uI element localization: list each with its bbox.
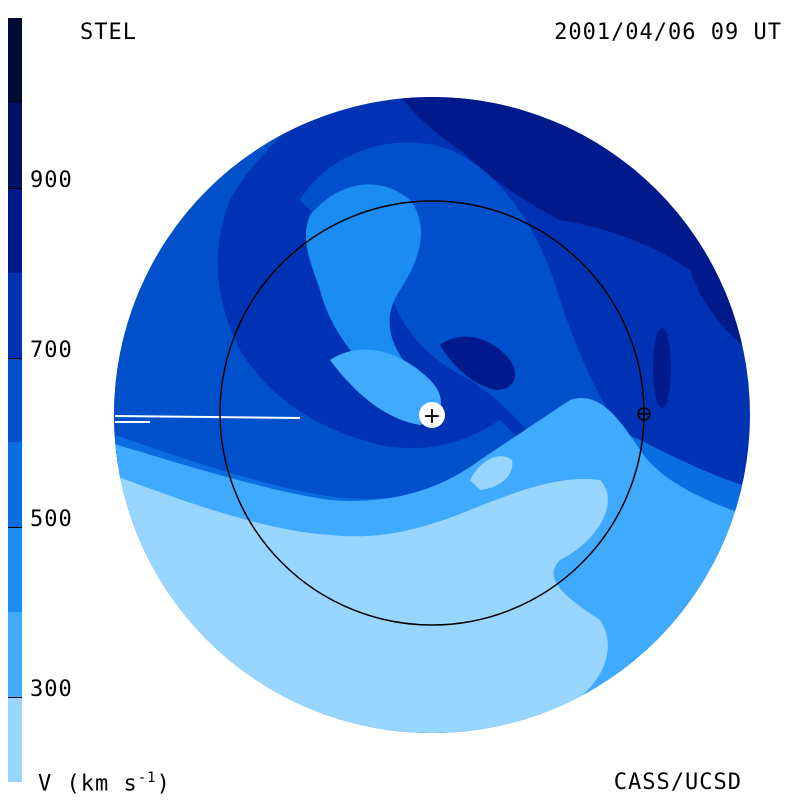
sun-marker [419,402,445,428]
contour-fill-slow-center [330,349,441,425]
colorbar-tick-label: 500 [30,507,73,533]
colorbar-segment [8,442,22,528]
colorbar-segment [8,357,22,443]
colorbar-tick-label: 300 [30,677,73,703]
contour-fill-core-fast [440,336,515,390]
instrument-label: STEL [80,20,137,45]
colorbar-tick-label: 900 [30,167,73,193]
contour-fill-east-streak [653,328,671,408]
colorbar-tick [8,527,22,529]
colorbar-tick-label: 700 [30,337,73,363]
colorbar-segment [8,18,22,103]
unit-suffix: ) [156,771,171,797]
unit-exponent: -1 [137,770,157,786]
colorbar-segment [8,697,22,783]
data-gap-streak [114,415,301,423]
colorbar-segment [8,527,22,613]
colorbar-segment [8,102,22,188]
timestamp-label: 2001/04/06 09 UT [554,20,782,45]
colorbar-tick [8,187,22,189]
colorbar-segment [8,272,22,358]
contour-fill-inner-swirl [305,184,421,395]
contour-fill-medium-west [114,97,560,524]
unit-prefix: V (km s [38,771,138,797]
velocity-colorbar [8,18,22,783]
sun-symbol: + [423,404,441,429]
colorbar-segment [8,187,22,273]
colorbar-segment [8,612,22,698]
credit-label: CASS/UCSD [613,770,742,795]
colorbar-unit-label: V (km s-1) [38,770,171,796]
contour-fill-slow-island [470,456,513,490]
colorbar-tick [8,357,22,359]
colorbar-tick [8,697,22,699]
